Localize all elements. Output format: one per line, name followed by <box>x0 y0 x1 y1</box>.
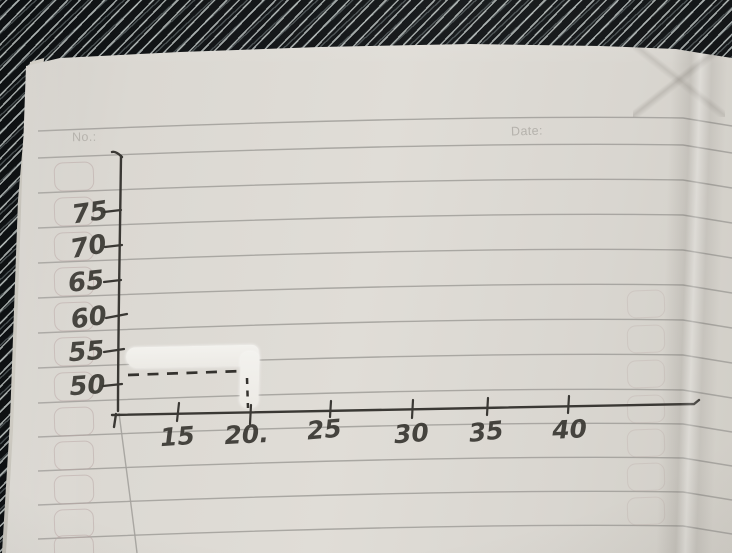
y-tick-labels: 75 70 65 60 55 50 <box>67 196 110 403</box>
y-tick-label-65: 65 <box>67 265 106 299</box>
x-axis <box>110 398 701 417</box>
y-tick-label-75: 75 <box>70 196 110 231</box>
x-tick-label-40: 40 <box>550 414 587 445</box>
y-tick-label-50: 50 <box>68 370 106 402</box>
y-axis-ticks <box>101 208 129 388</box>
corner-fold-shading <box>633 45 725 117</box>
y-tick-label-55: 55 <box>67 336 105 368</box>
x-tick-label-15: 15 <box>159 421 196 452</box>
x-tick-label-20: 20. <box>224 419 270 450</box>
x-tick-label-35: 35 <box>467 415 505 447</box>
origin-tick <box>112 412 118 429</box>
x-tick-label-25: 25 <box>306 414 343 446</box>
printed-margin-line <box>118 412 138 553</box>
x-axis-ticks <box>175 394 571 426</box>
dashed-guide-vertical <box>245 377 250 409</box>
x-tick-label-30: 30 <box>393 418 430 449</box>
y-tick-label-70: 70 <box>68 229 109 265</box>
x-tick-labels: 15 20. 25 30 35 40 <box>159 414 588 453</box>
y-axis <box>116 154 123 413</box>
axes <box>110 150 701 429</box>
dashed-guide-horizontal <box>127 369 244 377</box>
y-tick-label-60: 60 <box>69 301 109 336</box>
